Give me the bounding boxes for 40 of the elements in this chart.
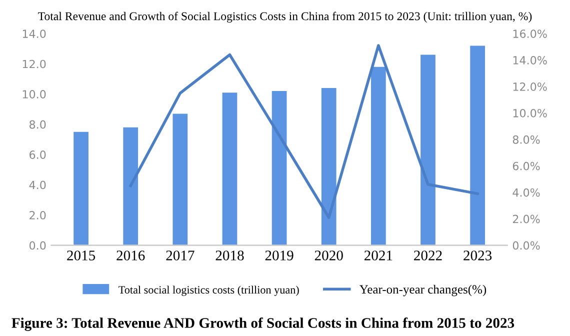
y2-tick-label: 6.0% bbox=[512, 162, 540, 170]
y-tick-label: 8.0 bbox=[30, 120, 46, 129]
y-tick-label: 14.0 bbox=[22, 30, 46, 38]
y-tick-label: 6.0 bbox=[30, 150, 46, 159]
y2-tick-label: 2.0% bbox=[512, 214, 540, 224]
y-tick-label: 0.0 bbox=[30, 241, 46, 250]
legend-label: Year-on-year changes(%) bbox=[360, 284, 486, 296]
caption: Figure 3: Total Revenue AND Growth of Social Costs in China from 2015 to 2023 bbox=[12, 317, 514, 331]
y-tick-label: 12.0 bbox=[22, 60, 46, 68]
x-tick-label: 2021 bbox=[364, 250, 392, 260]
bar bbox=[370, 66, 386, 246]
y-tick-label: 4.0 bbox=[29, 180, 46, 190]
bar bbox=[321, 88, 336, 246]
y-tick-label: 2.0 bbox=[30, 211, 46, 220]
bar bbox=[470, 46, 485, 246]
y2-tick-label: 16.0% bbox=[513, 30, 547, 38]
bar bbox=[74, 132, 88, 246]
bar bbox=[272, 91, 287, 246]
y2-tick-label: 0.0% bbox=[512, 241, 540, 250]
y2-tick-label: 14.0% bbox=[513, 56, 547, 64]
bar bbox=[222, 92, 238, 246]
chart-title: Total Revenue and Growth of Social Logistics Costs in China from 2015 to 2023 (Unit: trillion yuan, %) bbox=[38, 12, 532, 23]
bar bbox=[420, 54, 436, 246]
line-series bbox=[129, 44, 479, 219]
y2-tick-label: 4.0% bbox=[512, 188, 540, 197]
x-tick-label: 2022 bbox=[414, 250, 442, 260]
x-tick-label: 2019 bbox=[265, 250, 294, 260]
x-tick-label: 2017 bbox=[166, 250, 194, 260]
y2-tick-label: 12.0% bbox=[513, 82, 547, 91]
bar bbox=[123, 127, 138, 246]
y2-tick-label: 8.0% bbox=[512, 135, 540, 144]
x-tick-label: 2015 bbox=[67, 250, 96, 260]
y2-tick-label: 10.0% bbox=[513, 108, 547, 118]
bar bbox=[172, 114, 188, 246]
legend-label: Total social logistics costs (trillion yuan) bbox=[118, 286, 299, 296]
x-tick-label: 2018 bbox=[216, 250, 244, 260]
x-tick-label: 2023 bbox=[464, 250, 492, 260]
x-tick-label: 2016 bbox=[116, 250, 145, 260]
x-tick-label: 2020 bbox=[314, 250, 343, 260]
y-tick-label: 10.0 bbox=[22, 90, 46, 98]
